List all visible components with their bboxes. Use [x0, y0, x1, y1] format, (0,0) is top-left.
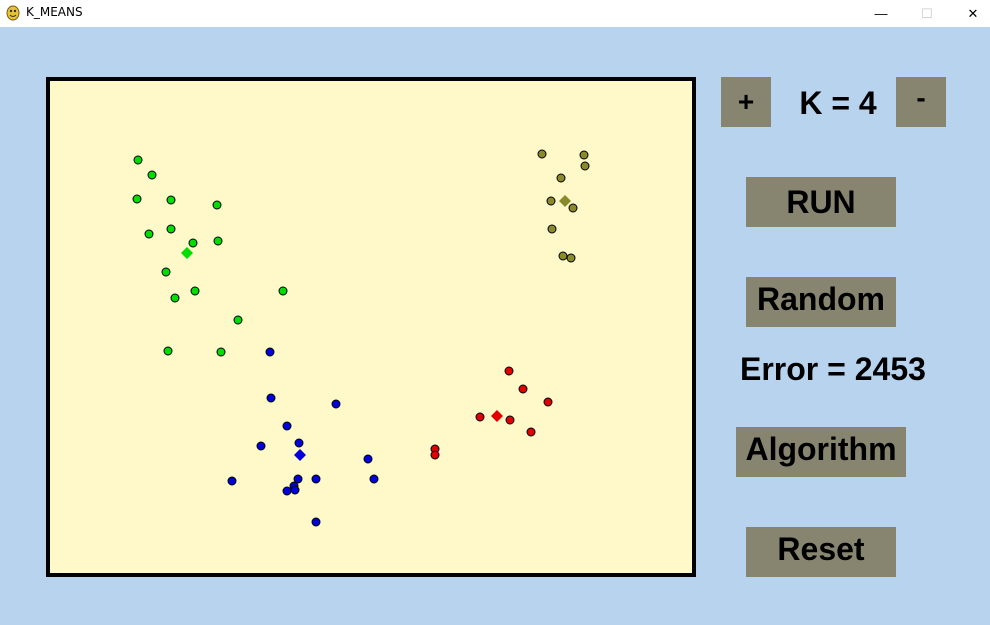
data-point — [558, 251, 568, 261]
data-point — [331, 399, 341, 409]
title-bar: K_MEANS — ☐ ✕ — [0, 0, 990, 27]
data-point — [547, 224, 557, 234]
k-value-label: K = 4 — [799, 85, 877, 121]
data-point — [216, 347, 226, 357]
close-button[interactable]: ✕ — [967, 5, 979, 21]
window-title: K_MEANS — [26, 5, 83, 19]
cluster-centroid — [491, 410, 503, 422]
data-point — [580, 161, 590, 171]
data-point — [163, 346, 173, 356]
data-point — [518, 384, 528, 394]
data-point — [430, 450, 440, 460]
data-point — [363, 454, 373, 464]
data-point — [505, 415, 515, 425]
data-point — [190, 286, 200, 296]
error-label: Error = 2453 — [740, 351, 926, 387]
minimize-button[interactable]: — — [874, 6, 888, 21]
increase-k-button[interactable]: + — [721, 77, 771, 127]
data-point — [311, 474, 321, 484]
data-point — [566, 253, 576, 263]
cluster-centroid — [181, 247, 193, 259]
data-point — [278, 286, 288, 296]
reset-button[interactable]: Reset — [746, 527, 896, 577]
data-point — [293, 474, 303, 484]
data-point — [144, 229, 154, 239]
data-point — [227, 476, 237, 486]
data-point — [543, 397, 553, 407]
scatter-plot — [132, 149, 590, 527]
data-point — [369, 474, 379, 484]
data-point — [212, 200, 222, 210]
data-point — [132, 194, 142, 204]
cluster-centroid — [559, 195, 571, 207]
data-point — [166, 224, 176, 234]
cluster-centroid — [294, 449, 306, 461]
data-point — [537, 149, 547, 159]
data-point — [213, 236, 223, 246]
algorithm-button[interactable]: Algorithm — [736, 427, 906, 477]
python-app-icon — [6, 5, 20, 21]
data-point — [311, 517, 321, 527]
data-point — [133, 155, 143, 165]
data-point — [282, 421, 292, 431]
decrease-k-button[interactable]: - — [896, 77, 946, 127]
data-point — [147, 170, 157, 180]
data-point — [265, 347, 275, 357]
data-point — [568, 203, 578, 213]
run-button[interactable]: RUN — [746, 177, 896, 227]
data-point — [294, 438, 304, 448]
data-point — [282, 486, 292, 496]
data-point — [556, 173, 566, 183]
maximize-button[interactable]: ☐ — [921, 5, 933, 21]
data-point — [233, 315, 243, 325]
random-button[interactable]: Random — [746, 277, 896, 327]
data-point — [166, 195, 176, 205]
data-point — [170, 293, 180, 303]
data-point — [188, 238, 198, 248]
data-point — [161, 267, 171, 277]
data-point — [526, 427, 536, 437]
data-point — [504, 366, 514, 376]
plot-canvas[interactable] — [46, 77, 696, 577]
data-point — [266, 393, 276, 403]
data-point — [579, 150, 589, 160]
data-point — [546, 196, 556, 206]
data-point — [475, 412, 485, 422]
data-point — [290, 485, 300, 495]
data-point — [256, 441, 266, 451]
